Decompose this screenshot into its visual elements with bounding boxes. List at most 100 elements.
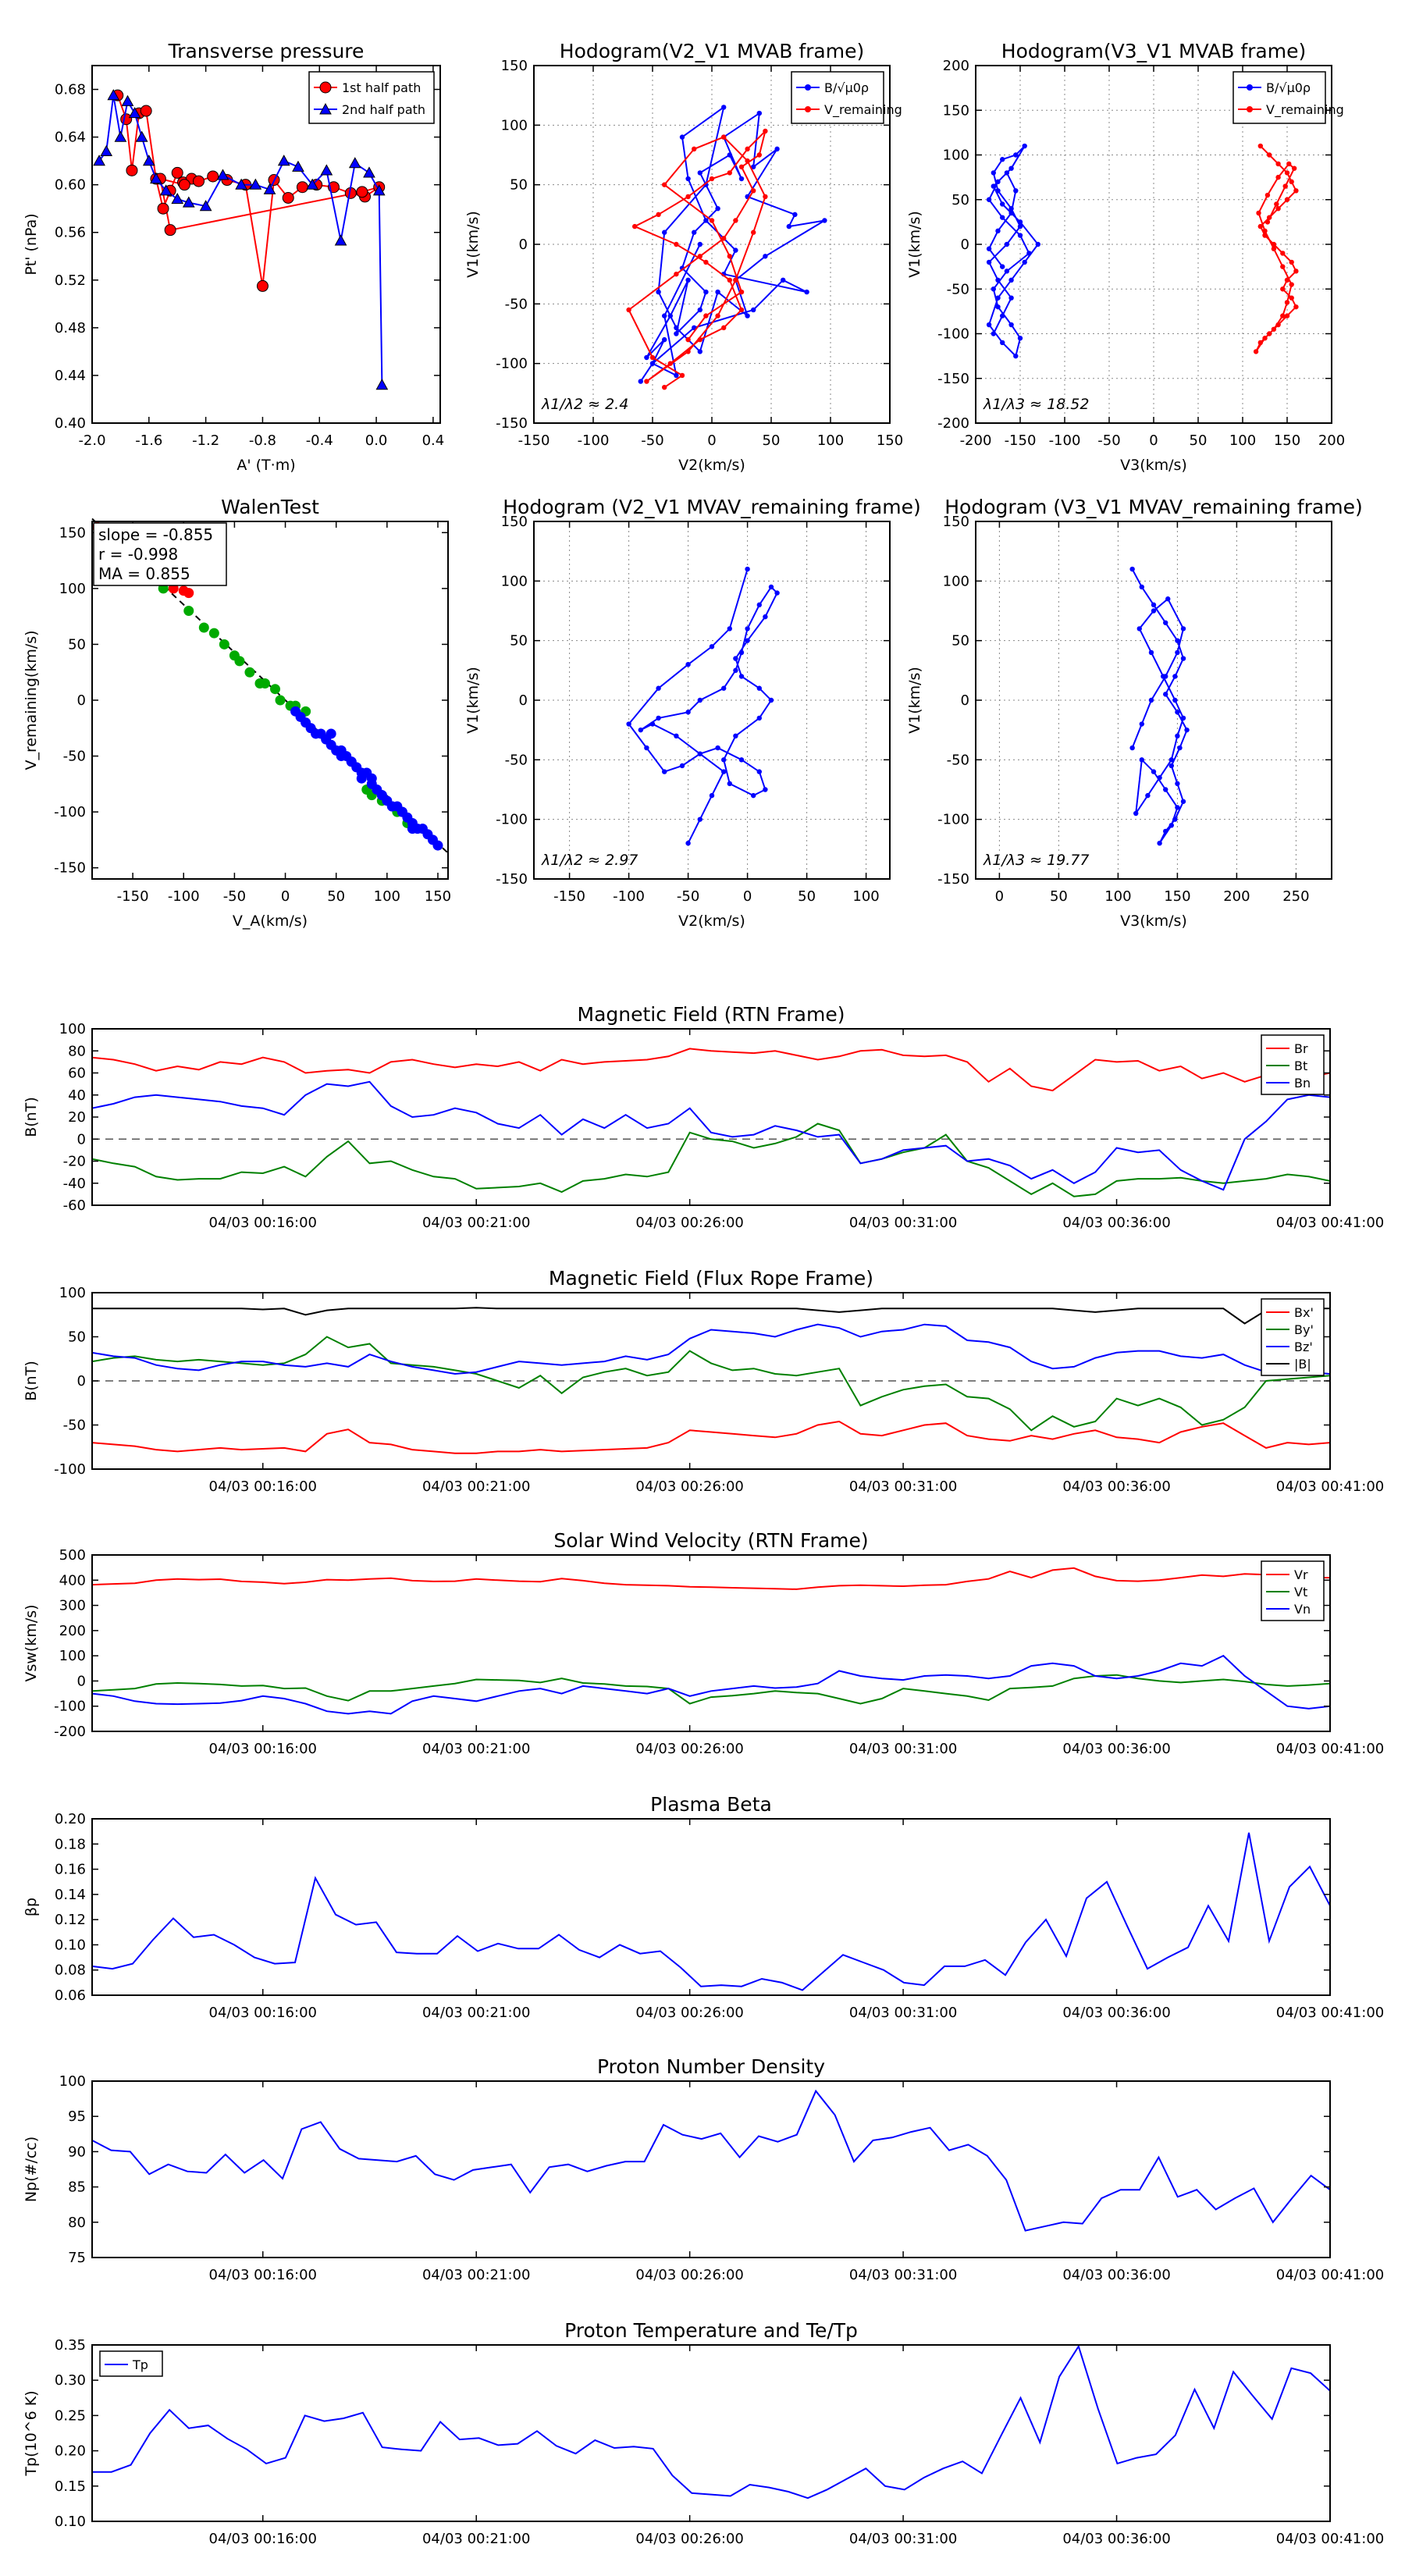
data-point: [1000, 264, 1005, 269]
y-tick-label: 150: [943, 102, 969, 119]
data-point: [733, 734, 738, 738]
data-point: [1285, 278, 1289, 283]
data-point: [1169, 823, 1174, 827]
y-tick-label: -150: [937, 371, 969, 387]
data-point: [685, 710, 690, 714]
data-point: [1258, 144, 1263, 148]
data-point: [739, 757, 744, 762]
data-point: [715, 290, 720, 294]
y-tick-label: 200: [943, 58, 969, 74]
data-point: [1129, 745, 1134, 750]
y-axis-label: Tp(10^6 K): [23, 2390, 40, 2476]
data-point: [1280, 286, 1285, 291]
data-point: [650, 361, 655, 365]
data-point: [1008, 165, 1013, 170]
data-point: [1181, 799, 1186, 804]
data-point: [703, 290, 708, 294]
y-tick-label: 0: [77, 1673, 86, 1689]
series-line-1sthalfpath: [118, 95, 379, 286]
data-point: [662, 230, 667, 235]
data-point: [698, 308, 702, 312]
data-point: [1149, 650, 1154, 655]
y-tick-label: -100: [496, 356, 528, 372]
series-group: [92, 1568, 1330, 1714]
data-point: [638, 728, 643, 732]
x-tick-label: -2.0: [78, 432, 105, 449]
x-tick-label: 04/03 00:41:00: [1276, 2531, 1384, 2547]
series-group: [92, 1048, 1330, 1196]
x-tick-label: 150: [877, 432, 903, 449]
y-tick-label: 90: [68, 2144, 86, 2160]
legend-label: Bx': [1294, 1305, 1314, 1320]
data-point: [1280, 251, 1285, 255]
x-tick-label: 04/03 00:31:00: [849, 1478, 957, 1495]
data-point: [715, 313, 720, 318]
data-point: [1151, 608, 1156, 613]
data-point: [126, 165, 137, 176]
eigenvalue-ratio-annotation: λ1/λ3 ≈ 18.52: [983, 396, 1089, 413]
data-point: [219, 639, 229, 649]
legend-marker: [320, 82, 331, 93]
data-point: [1254, 349, 1258, 354]
data-point: [1175, 710, 1179, 714]
data-point: [1285, 300, 1289, 304]
data-point: [680, 763, 685, 768]
walen-test-chart: WalenTest-150 -100 -50 0 50 100 150-150-100-50…: [23, 496, 451, 930]
y-tick-label: 100: [59, 1021, 86, 1037]
data-point: [1165, 596, 1170, 601]
y-tick-label: 80: [68, 2215, 86, 2231]
y-tick-label: 85: [68, 2179, 86, 2196]
data-point: [680, 134, 685, 139]
data-point: [199, 623, 208, 632]
legend: B/√μ0ρV_remaining: [1233, 72, 1344, 123]
data-point: [1023, 260, 1027, 265]
y-tick-label: -50: [947, 752, 969, 768]
data-point: [727, 626, 732, 631]
data-point: [774, 590, 779, 595]
series-line-p: [92, 1833, 1330, 1991]
data-point: [208, 171, 219, 182]
data-point: [209, 628, 219, 638]
data-point: [350, 158, 361, 168]
y-tick-label: 50: [68, 1329, 86, 1346]
data-point: [1172, 698, 1177, 703]
x-tick-label: 04/03 00:36:00: [1062, 1215, 1170, 1231]
axes-frame: [92, 2081, 1330, 2258]
data-point: [1157, 841, 1161, 845]
y-tick-label: 0.12: [55, 1912, 86, 1928]
x-tick-label: 100: [852, 888, 879, 905]
data-point: [698, 817, 702, 821]
data-point: [1000, 201, 1005, 206]
data-point: [769, 698, 774, 703]
data-point: [685, 349, 690, 354]
data-point: [1005, 242, 1009, 247]
data-point: [685, 337, 690, 342]
data-point: [1140, 721, 1144, 726]
data-point: [1293, 188, 1298, 193]
data-point: [1163, 829, 1168, 834]
data-point: [1267, 331, 1272, 336]
y-tick-label: -150: [496, 415, 528, 432]
data-point: [792, 212, 797, 217]
y-tick-label: 100: [59, 581, 86, 597]
data-point: [995, 278, 1000, 283]
data-point: [1163, 787, 1168, 792]
data-point: [1258, 340, 1263, 345]
series-line-B: [92, 1308, 1330, 1323]
data-point: [1292, 165, 1297, 170]
data-point: [1175, 781, 1179, 786]
series-line-Vr: [92, 1568, 1330, 1589]
data-point: [1000, 215, 1005, 219]
data-point: [763, 129, 767, 133]
data-point: [727, 781, 732, 786]
series-group: [1129, 567, 1189, 846]
x-tick-label: 50: [1050, 888, 1068, 905]
data-point: [336, 235, 347, 245]
x-tick-label: 04/03 00:36:00: [1062, 2005, 1170, 2021]
y-tick-label: -100: [54, 804, 86, 820]
x-tick-label: 04/03 00:26:00: [635, 2005, 743, 2021]
y-axis-label: V1(km/s): [906, 211, 923, 278]
y-tick-label: 0.16: [55, 1862, 86, 1878]
series-line-Bx: [92, 1421, 1330, 1453]
data-point: [1013, 354, 1018, 358]
